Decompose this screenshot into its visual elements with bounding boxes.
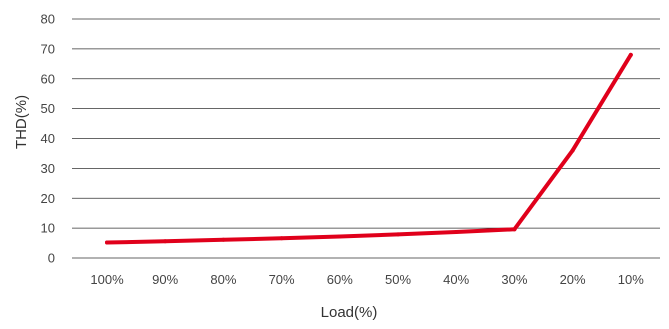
y-tick-label: 10 — [41, 221, 55, 236]
data-point — [628, 52, 633, 57]
y-tick-label: 80 — [41, 12, 55, 27]
y-tick-label: 20 — [41, 191, 55, 206]
y-axis-title: THD(%) — [13, 95, 30, 149]
data-point — [279, 236, 284, 241]
x-tick-label: 70% — [269, 272, 295, 287]
data-point — [570, 148, 575, 153]
x-tick-label: 10% — [618, 272, 644, 287]
data-point — [221, 237, 226, 242]
y-tick-label: 50 — [41, 101, 55, 116]
x-tick-label: 100% — [90, 272, 124, 287]
data-point — [396, 232, 400, 237]
y-tick-label: 60 — [41, 71, 55, 86]
gridlines — [72, 18, 660, 259]
x-tick-label: 60% — [327, 272, 353, 287]
x-tick-label: 80% — [210, 272, 236, 287]
x-tick-label: 40% — [443, 272, 469, 287]
y-tick-label: 70 — [41, 41, 55, 56]
y-tick-label: 0 — [48, 251, 55, 266]
x-tick-label: 30% — [501, 272, 527, 287]
data-point — [512, 227, 517, 232]
x-axis-title: Load(%) — [321, 304, 378, 321]
data-point — [105, 240, 109, 245]
x-tick-label: 90% — [152, 272, 178, 287]
y-axis-ticks: 0 10 20 30 40 50 60 70 80 — [41, 12, 55, 266]
data-point — [337, 234, 342, 239]
y-tick-label: 40 — [41, 131, 55, 146]
x-tick-label: 20% — [560, 272, 586, 287]
x-tick-label: 50% — [385, 272, 411, 287]
series-layer — [105, 52, 633, 245]
y-tick-label: 30 — [41, 161, 55, 176]
data-point — [454, 230, 459, 235]
series-line-0 — [105, 52, 633, 245]
x-axis-ticks: 100% 90% 80% 70% 60% 50% 40% 30% 20% 10% — [90, 272, 644, 287]
data-point — [163, 239, 168, 244]
